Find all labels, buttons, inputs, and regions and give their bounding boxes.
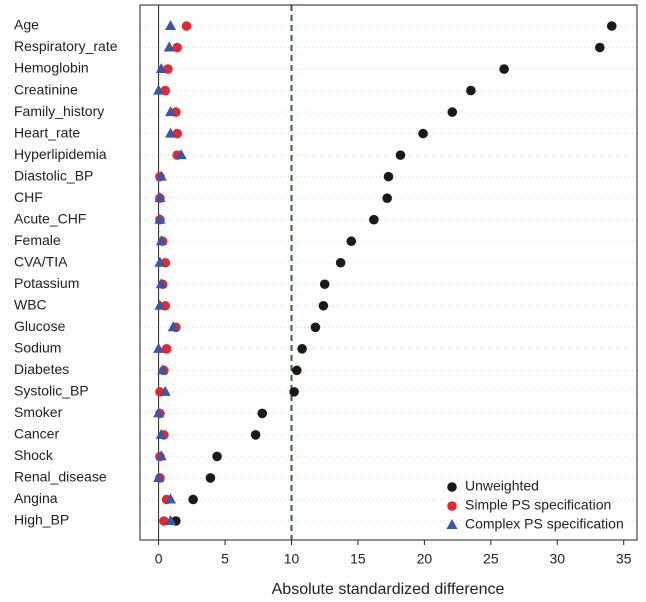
- point: [257, 408, 268, 419]
- point: [153, 84, 165, 95]
- point: [310, 322, 321, 333]
- point: [155, 450, 167, 461]
- point: [289, 387, 299, 397]
- category-label: Cancer: [14, 426, 59, 442]
- x-tick-label: 15: [350, 551, 366, 567]
- point: [163, 41, 175, 52]
- category-label: Shock: [14, 447, 54, 463]
- point: [167, 321, 179, 332]
- category-label: Hemoglobin: [14, 60, 89, 76]
- x-tick-label: 35: [616, 551, 632, 567]
- category-label: Female: [14, 232, 61, 248]
- category-label: WBC: [14, 296, 47, 312]
- point: [165, 127, 177, 138]
- point: [154, 213, 166, 224]
- point: [319, 279, 330, 290]
- point: [292, 365, 302, 376]
- point: [165, 515, 177, 525]
- category-label: CVA/TIA: [14, 253, 68, 269]
- point: [447, 107, 458, 117]
- point: [153, 342, 165, 353]
- point: [157, 364, 169, 375]
- category-label: High_BP: [14, 512, 69, 528]
- point: [161, 344, 172, 354]
- category-label: Acute_CHF: [14, 210, 86, 226]
- x-tick-label: 10: [284, 551, 300, 567]
- category-label: Smoker: [14, 404, 63, 420]
- category-label: Creatinine: [14, 81, 78, 97]
- point: [395, 150, 406, 160]
- x-axis-label: Absolute standardized difference: [272, 581, 505, 598]
- legend-label: Complex PS specification: [465, 516, 624, 532]
- point: [346, 236, 357, 247]
- x-tick-label: 0: [155, 551, 163, 567]
- point: [499, 64, 509, 74]
- point: [297, 344, 307, 354]
- point: [606, 21, 617, 31]
- legend-label: Unweighted: [465, 478, 539, 494]
- point: [165, 493, 177, 504]
- point: [154, 299, 166, 310]
- category-label: Renal_disease: [14, 469, 107, 485]
- point: [155, 63, 167, 74]
- category-label: Angina: [14, 490, 58, 506]
- point: [205, 473, 216, 483]
- point: [155, 170, 167, 181]
- point: [154, 192, 166, 203]
- point: [369, 214, 379, 225]
- point: [165, 20, 177, 30]
- plot-frame: [139, 4, 638, 541]
- point: [188, 494, 198, 505]
- point: [418, 128, 428, 139]
- category-label: Heart_rate: [14, 124, 80, 140]
- category-label: Potassium: [14, 275, 79, 291]
- legend-marker: [447, 482, 457, 492]
- category-label: Diastolic_BP: [14, 167, 93, 183]
- category-label: Systolic_BP: [14, 383, 89, 399]
- legend-label: Simple PS specification: [465, 497, 611, 513]
- point: [165, 106, 177, 117]
- legend-marker: [446, 519, 458, 529]
- point: [318, 300, 329, 311]
- point: [335, 257, 346, 268]
- x-tick-label: 20: [417, 551, 433, 567]
- point: [155, 235, 167, 246]
- category-label: Sodium: [14, 340, 61, 356]
- category-label: Age: [14, 17, 39, 33]
- legend-marker: [447, 501, 457, 511]
- category-label: Glucose: [14, 318, 66, 334]
- point: [250, 430, 261, 440]
- point: [153, 407, 165, 418]
- point: [382, 193, 392, 203]
- category-label: Respiratory_rate: [14, 38, 118, 54]
- point: [212, 451, 222, 462]
- category-label: Hyperlipidemia: [14, 146, 107, 162]
- point: [153, 471, 165, 482]
- point: [154, 256, 166, 267]
- point: [159, 385, 171, 396]
- category-label: Diabetes: [14, 361, 69, 377]
- point: [466, 85, 476, 96]
- point: [155, 278, 167, 289]
- point: [181, 21, 192, 31]
- point: [172, 42, 183, 53]
- point: [594, 42, 605, 53]
- point: [155, 428, 167, 439]
- x-tick-label: 5: [221, 551, 229, 567]
- x-tick-label: 25: [483, 551, 499, 567]
- x-tick-label: 30: [549, 551, 565, 567]
- point: [383, 171, 394, 182]
- category-label: CHF: [14, 189, 43, 205]
- category-label: Family_history: [14, 103, 104, 119]
- point: [175, 149, 187, 160]
